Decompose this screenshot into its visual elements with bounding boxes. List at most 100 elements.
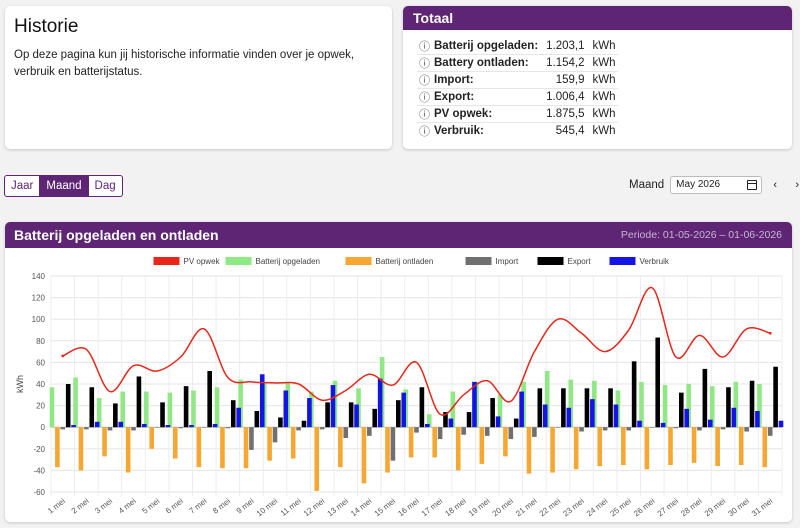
y-tick-label: 80 xyxy=(36,337,45,346)
bar xyxy=(414,427,419,433)
x-tick-label: 22 mei xyxy=(538,496,563,518)
jaar-button[interactable]: Jaar xyxy=(4,175,41,197)
bar xyxy=(519,391,524,428)
bar xyxy=(259,374,265,428)
bar xyxy=(662,385,668,428)
x-tick-label: 30 mei xyxy=(726,496,751,518)
bar xyxy=(144,391,149,428)
totaal-unit: kWh xyxy=(586,88,618,106)
bar xyxy=(757,384,762,428)
bar xyxy=(212,423,218,428)
pv-line xyxy=(62,287,771,416)
bar xyxy=(697,427,702,431)
bar xyxy=(354,404,359,428)
totaal-label: Import: xyxy=(432,71,543,89)
bar xyxy=(78,427,84,471)
x-tick-label: 23 mei xyxy=(561,496,586,518)
bar xyxy=(455,427,461,471)
totaal-row: ⓘ PV opwek: 1.875,5 kWh xyxy=(417,105,618,123)
x-tick-label: 2 mei xyxy=(70,496,91,515)
bar xyxy=(466,412,472,428)
bar xyxy=(461,427,466,435)
maand-button[interactable]: Maand xyxy=(40,175,89,197)
y-tick-label: -60 xyxy=(33,488,45,497)
totaal-unit: kWh xyxy=(586,54,618,72)
calendar-icon[interactable] xyxy=(747,180,758,190)
bar xyxy=(361,427,367,484)
next-month-button[interactable]: › xyxy=(795,179,799,191)
y-tick-label: 40 xyxy=(36,380,45,389)
x-tick-label: 1 mei xyxy=(46,496,67,515)
bar xyxy=(401,392,407,428)
legend-swatch xyxy=(345,257,372,265)
bar xyxy=(579,427,584,432)
legend-swatch xyxy=(465,257,492,265)
y-tick-label: 140 xyxy=(32,272,46,281)
totaal-row: ⓘ Verbruik: 545,4 kWh xyxy=(417,122,618,139)
page-title: Historie xyxy=(14,16,79,37)
page-description: Op deze pagina kun jij historische infor… xyxy=(14,49,355,78)
bar xyxy=(160,402,165,428)
legend-label: Verbruik xyxy=(640,257,670,266)
bar xyxy=(183,386,189,428)
period-label: Maand xyxy=(629,179,665,191)
legend-swatch xyxy=(609,257,636,265)
bar xyxy=(707,419,713,428)
bar xyxy=(301,420,307,428)
totaal-value: 1.154,2 xyxy=(542,54,587,72)
bar xyxy=(220,427,225,469)
x-tick-label: 25 mei xyxy=(608,496,633,518)
dag-button[interactable]: Dag xyxy=(88,175,123,197)
bar xyxy=(568,379,574,428)
legend-label: Batterij opgeladen xyxy=(256,257,321,266)
totaal-unit: kWh xyxy=(592,40,616,52)
month-input[interactable]: May 2026 xyxy=(670,176,763,194)
bar xyxy=(668,427,673,465)
bar xyxy=(497,394,503,428)
chart-title: Batterij opgeladen en ontladen xyxy=(14,227,219,243)
bar xyxy=(238,379,243,428)
bar xyxy=(314,427,320,491)
bar xyxy=(189,425,194,428)
bar xyxy=(283,390,289,428)
totaal-row: ⓘ Export: 1.006,4 kWh xyxy=(417,88,618,106)
bar xyxy=(84,427,89,430)
totaal-label: Verbruik: xyxy=(432,122,543,139)
bar xyxy=(307,398,312,428)
x-tick-label: 31 mei xyxy=(750,496,775,518)
legend-swatch xyxy=(537,257,564,265)
bar xyxy=(644,427,650,470)
bar xyxy=(254,411,260,428)
view-toggle: Jaar Maand Dag xyxy=(4,175,123,197)
bar xyxy=(278,417,283,428)
bar xyxy=(655,337,661,428)
bar xyxy=(650,427,655,428)
bar xyxy=(107,427,113,431)
bar xyxy=(225,427,231,429)
bar xyxy=(608,388,613,428)
totaal-label: Export: xyxy=(432,88,543,106)
historie-card: Historie Op deze pagina kun jij historis… xyxy=(5,6,392,149)
bar xyxy=(377,378,383,428)
x-tick-label: 6 mei xyxy=(164,496,185,515)
totaal-value: 545,4 xyxy=(542,122,587,139)
y-tick-label: 120 xyxy=(32,294,46,303)
bar xyxy=(762,427,768,468)
bar xyxy=(230,400,236,428)
y-tick-label: -20 xyxy=(33,445,45,454)
x-tick-label: 19 mei xyxy=(467,496,492,518)
bar xyxy=(544,371,550,428)
bar xyxy=(330,385,336,428)
bar xyxy=(243,427,249,469)
legend-label: Batterij ontladen xyxy=(376,257,434,266)
prev-month-button[interactable]: ‹ xyxy=(773,179,777,191)
bar xyxy=(472,381,477,428)
bar xyxy=(425,423,430,428)
bar xyxy=(196,427,202,468)
bar xyxy=(55,427,60,468)
legend-swatch xyxy=(153,257,180,265)
info-icon: ⓘ xyxy=(417,88,432,106)
info-icon: ⓘ xyxy=(417,71,432,89)
bar xyxy=(125,427,131,473)
bar xyxy=(142,423,147,428)
